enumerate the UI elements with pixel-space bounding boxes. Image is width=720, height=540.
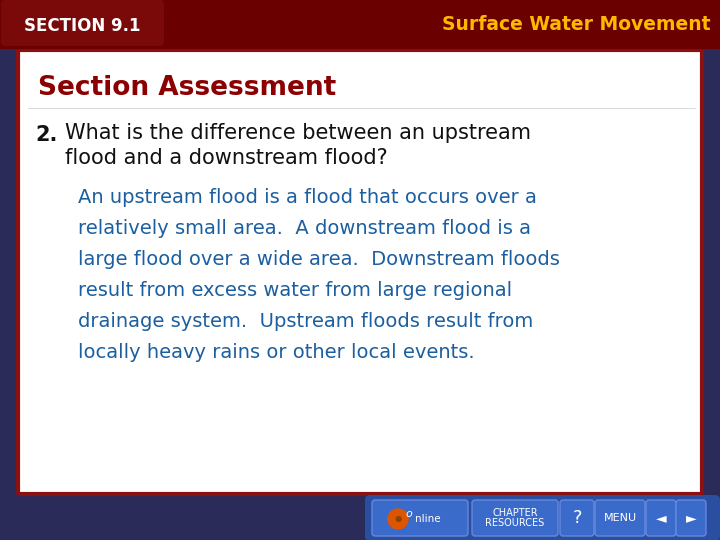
- Text: flood and a downstream flood?: flood and a downstream flood?: [65, 148, 388, 168]
- Text: relatively small area.  A downstream flood is a: relatively small area. A downstream floo…: [78, 219, 531, 238]
- FancyBboxPatch shape: [18, 50, 702, 494]
- Text: SECTION 9.1: SECTION 9.1: [24, 17, 140, 35]
- Text: What is the difference between an upstream: What is the difference between an upstre…: [65, 123, 531, 143]
- FancyBboxPatch shape: [560, 500, 594, 536]
- Text: ◄: ◄: [656, 511, 666, 525]
- Bar: [0, 0, 720, 48]
- Text: ►: ►: [685, 511, 696, 525]
- Text: result from excess water from large regional: result from excess water from large regi…: [78, 281, 512, 300]
- Text: drainage system.  Upstream floods result from: drainage system. Upstream floods result …: [78, 312, 534, 331]
- Text: ?: ?: [572, 509, 582, 527]
- Text: MENU: MENU: [603, 513, 636, 523]
- Text: An upstream flood is a flood that occurs over a: An upstream flood is a flood that occurs…: [78, 188, 537, 207]
- Text: CHAPTER
RESOURCES: CHAPTER RESOURCES: [485, 508, 544, 529]
- FancyBboxPatch shape: [646, 500, 676, 536]
- FancyBboxPatch shape: [365, 495, 720, 540]
- Text: Section Assessment: Section Assessment: [38, 75, 336, 101]
- Text: ●: ●: [395, 515, 402, 523]
- FancyBboxPatch shape: [472, 500, 558, 536]
- FancyBboxPatch shape: [595, 500, 645, 536]
- Text: o: o: [405, 509, 413, 519]
- Text: Surface Water Movement: Surface Water Movement: [441, 16, 710, 35]
- Text: 2.: 2.: [35, 125, 58, 145]
- FancyBboxPatch shape: [372, 500, 468, 536]
- Text: locally heavy rains or other local events.: locally heavy rains or other local event…: [78, 343, 474, 362]
- FancyBboxPatch shape: [676, 500, 706, 536]
- FancyBboxPatch shape: [1, 0, 164, 46]
- Text: nline: nline: [415, 514, 441, 524]
- Circle shape: [388, 509, 408, 529]
- Text: large flood over a wide area.  Downstream floods: large flood over a wide area. Downstream…: [78, 250, 560, 269]
